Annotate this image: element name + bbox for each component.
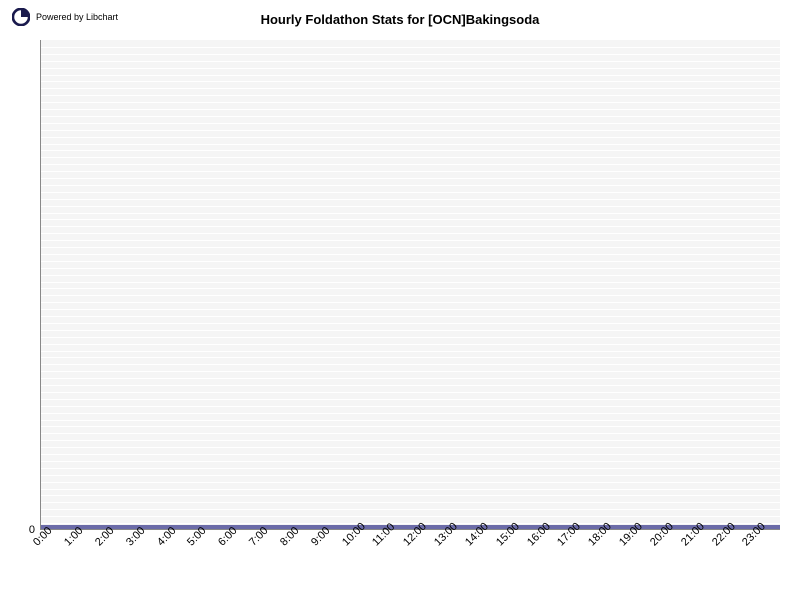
gridline [41,47,780,48]
gridline [41,185,780,186]
gridline [41,309,780,310]
gridline [41,516,780,517]
gridline [41,219,780,220]
gridline [41,61,780,62]
gridline [41,68,780,69]
gridline [41,316,780,317]
logo-container: Powered by Libchart [12,8,118,26]
gridline [41,371,780,372]
gridline [41,233,780,234]
gridline [41,288,780,289]
gridline [41,123,780,124]
gridline [41,426,780,427]
chart-title: Hourly Foldathon Stats for [OCN]Bakingso… [261,12,540,27]
libchart-logo-icon [12,8,30,26]
gridline [41,95,780,96]
chart-header: Powered by Libchart Hourly Foldathon Sta… [0,8,800,38]
gridline [41,192,780,193]
gridline [41,240,780,241]
chart-area: 0 [40,40,780,530]
gridline [41,116,780,117]
gridline [41,378,780,379]
gridline [41,130,780,131]
gridline [41,495,780,496]
gridline [41,468,780,469]
gridline [41,54,780,55]
gridline [41,454,780,455]
gridline [41,88,780,89]
powered-by-text: Powered by Libchart [36,12,118,23]
gridline [41,295,780,296]
gridline [41,144,780,145]
gridline [41,433,780,434]
gridline [41,413,780,414]
gridline [41,344,780,345]
gridline [41,302,780,303]
gridline [41,364,780,365]
gridline [41,337,780,338]
gridline [41,261,780,262]
gridline [41,178,780,179]
gridline [41,482,780,483]
gridline [41,275,780,276]
gridline [41,399,780,400]
gridline [41,420,780,421]
gridline [41,206,780,207]
gridline [41,330,780,331]
gridline [41,164,780,165]
gridline [41,150,780,151]
gridline [41,213,780,214]
gridline [41,323,780,324]
gridline [41,199,780,200]
gridline [41,385,780,386]
gridline [41,447,780,448]
plot-area [40,40,780,530]
gridline [41,109,780,110]
gridline [41,268,780,269]
gridline [41,254,780,255]
gridline [41,509,780,510]
gridline [41,392,780,393]
y-tick-label: 0 [29,524,35,536]
gridline [41,75,780,76]
gridline [41,357,780,358]
gridline [41,502,780,503]
gridline [41,137,780,138]
gridline [41,440,780,441]
gridline [41,157,780,158]
x-labels-container: 0:001:002:003:004:005:006:007:008:009:00… [40,535,780,595]
gridline [41,475,780,476]
gridline [41,282,780,283]
gridline [41,171,780,172]
gridline [41,489,780,490]
gridline [41,406,780,407]
gridline [41,247,780,248]
gridline [41,226,780,227]
gridline [41,461,780,462]
gridline [41,102,780,103]
gridline [41,81,780,82]
gridline [41,351,780,352]
